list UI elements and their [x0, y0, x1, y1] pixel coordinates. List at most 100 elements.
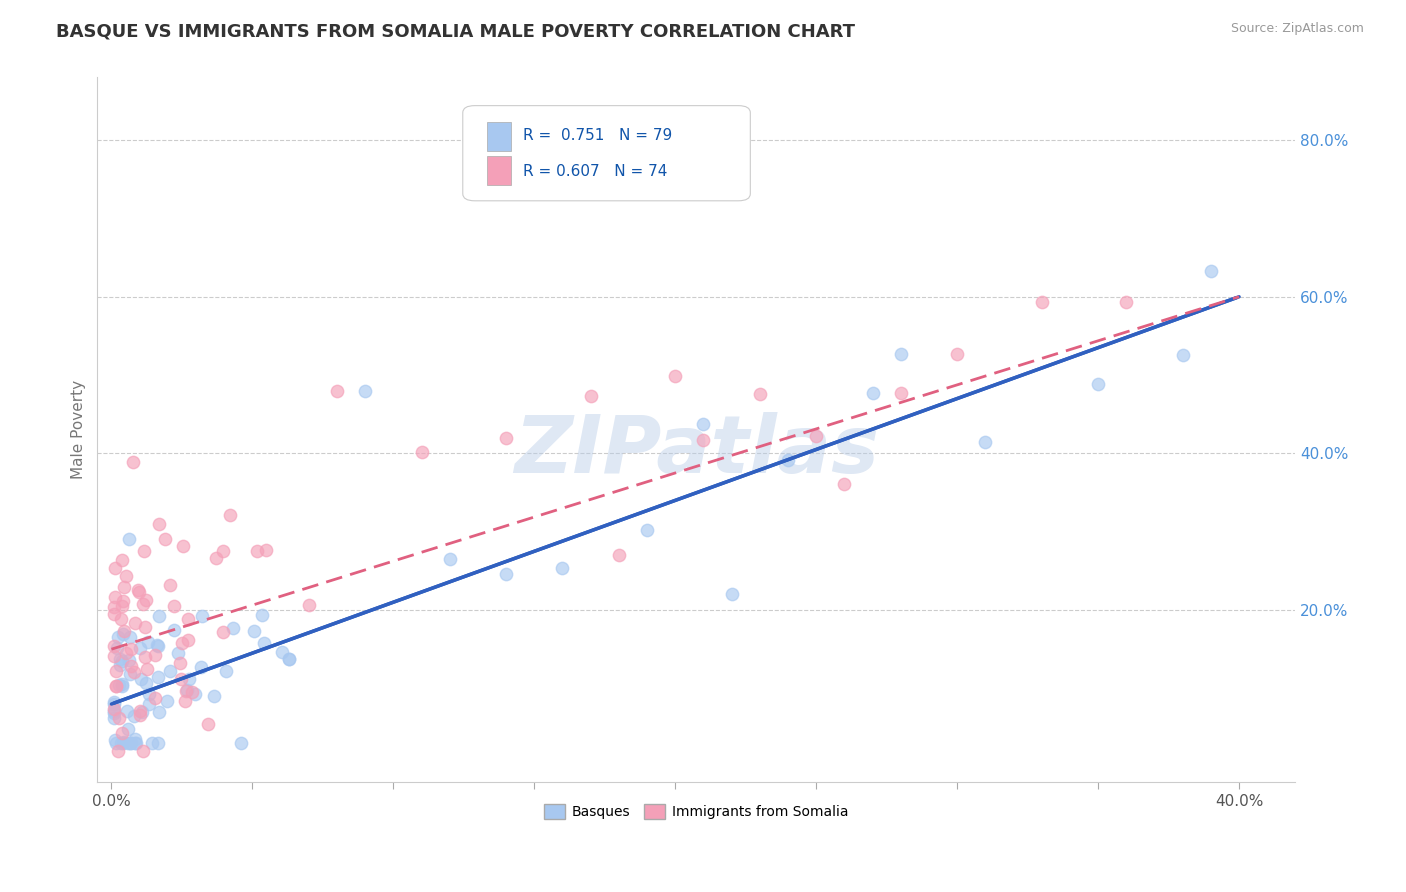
Point: [177, 612, 200, 626]
Point: [179, 672, 201, 686]
Point: [121, 455, 143, 469]
Text: ZIPatlas: ZIPatlas: [515, 412, 879, 490]
Point: [1115, 295, 1137, 310]
Point: [111, 679, 134, 693]
Point: [124, 616, 146, 631]
Bar: [486, 156, 510, 186]
Point: [115, 646, 138, 660]
Point: [134, 620, 156, 634]
Point: [103, 697, 125, 711]
Point: [108, 658, 131, 673]
Point: [111, 677, 134, 691]
Point: [579, 389, 602, 403]
Point: [110, 736, 132, 750]
Point: [141, 736, 163, 750]
Point: [146, 670, 169, 684]
Point: [104, 679, 127, 693]
Point: [146, 638, 169, 652]
Point: [118, 653, 141, 667]
Point: [974, 435, 997, 450]
Point: [146, 639, 169, 653]
Point: [202, 690, 225, 704]
Point: [159, 664, 181, 678]
Point: [129, 672, 152, 686]
Point: [127, 582, 149, 597]
Point: [174, 684, 197, 698]
Point: [243, 624, 266, 639]
Point: [138, 687, 160, 701]
Point: [1031, 295, 1053, 310]
Point: [159, 578, 181, 592]
Point: [252, 607, 274, 622]
Point: [495, 431, 517, 445]
Point: [862, 386, 884, 401]
Point: [134, 650, 156, 665]
Point: [153, 533, 176, 547]
Point: [197, 717, 219, 731]
Point: [111, 736, 134, 750]
Point: [946, 347, 969, 361]
Point: [692, 433, 714, 447]
Point: [103, 640, 125, 654]
Point: [104, 732, 127, 747]
Point: [439, 552, 461, 566]
Point: [122, 665, 145, 680]
Point: [104, 665, 127, 679]
Point: [212, 624, 235, 639]
Point: [890, 385, 912, 400]
Point: [111, 627, 134, 641]
Point: [218, 508, 240, 522]
Point: [222, 621, 245, 635]
Point: [495, 566, 517, 581]
Point: [664, 369, 686, 384]
Point: [298, 598, 321, 612]
Point: [1199, 263, 1222, 277]
Point: [143, 691, 166, 706]
Point: [246, 544, 269, 558]
Point: [103, 695, 125, 709]
Point: [134, 544, 156, 558]
Point: [125, 736, 148, 750]
Point: [190, 660, 212, 674]
Point: [121, 658, 143, 673]
Point: [118, 736, 141, 750]
Point: [229, 736, 252, 750]
Point: [692, 417, 714, 432]
Point: [112, 624, 135, 638]
Point: [104, 561, 127, 575]
Point: [103, 607, 125, 621]
Point: [636, 524, 658, 538]
Point: [146, 736, 169, 750]
Point: [184, 687, 207, 701]
Text: R =  0.751   N = 79: R = 0.751 N = 79: [523, 128, 672, 144]
Point: [135, 676, 157, 690]
Point: [806, 429, 828, 443]
Point: [105, 736, 128, 750]
Point: [110, 726, 132, 740]
Point: [167, 646, 190, 660]
Point: [155, 694, 177, 708]
Point: [111, 594, 134, 608]
Point: [172, 636, 194, 650]
Point: [124, 731, 146, 746]
Point: [776, 453, 799, 467]
Point: [120, 630, 142, 644]
Point: [103, 702, 125, 716]
Point: [105, 640, 128, 655]
Point: [215, 664, 238, 678]
Point: [115, 569, 138, 583]
Point: [174, 694, 197, 708]
Point: [112, 735, 135, 749]
Point: [107, 630, 129, 644]
Point: [112, 580, 135, 594]
Point: [135, 592, 157, 607]
Point: [120, 736, 142, 750]
Point: [128, 585, 150, 599]
Point: [254, 542, 277, 557]
Point: [129, 640, 152, 655]
Point: [103, 600, 125, 615]
Point: [148, 516, 170, 531]
Text: R = 0.607   N = 74: R = 0.607 N = 74: [523, 164, 666, 178]
Point: [136, 635, 159, 649]
Point: [205, 551, 228, 566]
